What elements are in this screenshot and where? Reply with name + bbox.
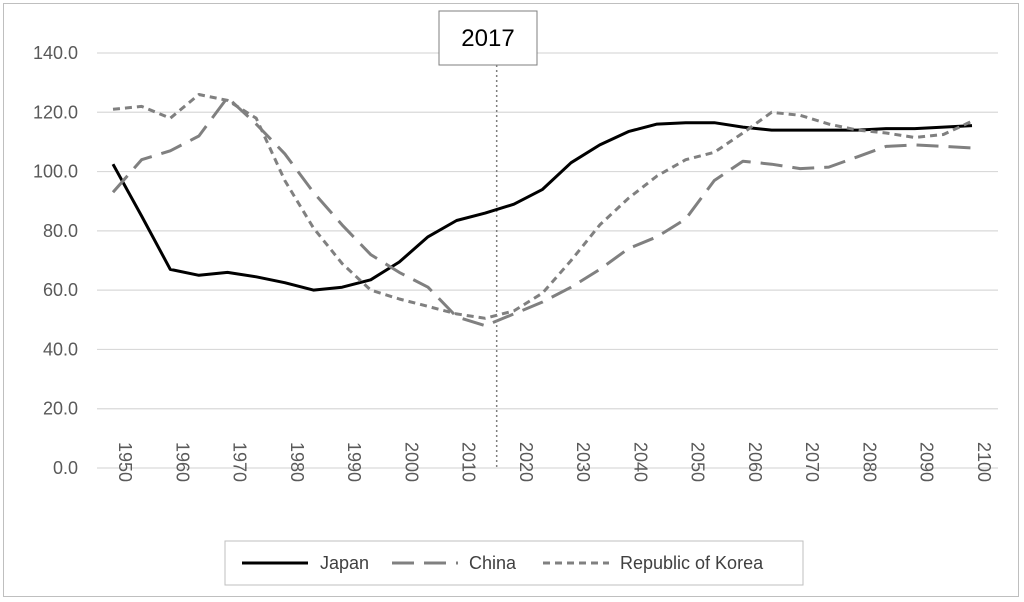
y-tick-label: 60.0 <box>43 280 78 300</box>
x-tick-label: 2060 <box>745 442 765 482</box>
x-tick-label: 2040 <box>630 442 650 482</box>
x-tick-label: 1980 <box>287 442 307 482</box>
x-tick-label: 2090 <box>917 442 937 482</box>
y-tick-label: 120.0 <box>33 102 78 122</box>
series-line-china <box>111 96 973 328</box>
y-axis-ticks: 0.0 20.0 40.0 60.0 80.0 100.0 120.0 140.0 <box>33 43 78 478</box>
y-tick-label: 0.0 <box>53 458 78 478</box>
x-tick-label: 2000 <box>401 442 421 482</box>
y-tick-label: 20.0 <box>43 399 78 419</box>
annotation-box: 2017 <box>438 10 538 66</box>
x-tick-label: 1970 <box>230 442 250 482</box>
x-tick-label: 1990 <box>344 442 364 482</box>
x-tick-label: 1960 <box>172 442 192 482</box>
y-tick-label: 140.0 <box>33 43 78 63</box>
legend-label-japan: Japan <box>320 553 369 573</box>
x-tick-label: 2050 <box>688 442 708 482</box>
annotation-label: 2017 <box>461 25 514 52</box>
y-tick-label: 80.0 <box>43 221 78 241</box>
series-line-republic-of-korea <box>112 93 973 320</box>
x-tick-label: 2030 <box>573 442 593 482</box>
x-tick-label: 2020 <box>516 442 536 482</box>
legend-label-china: China <box>469 553 517 573</box>
series-line-japan <box>111 121 973 292</box>
y-tick-label: 100.0 <box>33 162 78 182</box>
x-tick-label: 2070 <box>802 442 822 482</box>
x-axis-ticks: 1950 1960 1970 1980 1990 2000 2010 2020 2030 2040… <box>115 442 994 482</box>
legend: Japan China Republic of Korea <box>224 540 804 586</box>
x-tick-label: 2010 <box>459 442 479 482</box>
chart-frame <box>3 3 1019 597</box>
legend-label-korea: Republic of Korea <box>620 553 764 573</box>
x-tick-label: 2100 <box>974 442 994 482</box>
x-tick-label: 1950 <box>115 442 135 482</box>
x-tick-label: 2080 <box>859 442 879 482</box>
gridlines <box>97 52 998 469</box>
series-lines <box>111 93 973 328</box>
y-tick-label: 40.0 <box>43 339 78 359</box>
